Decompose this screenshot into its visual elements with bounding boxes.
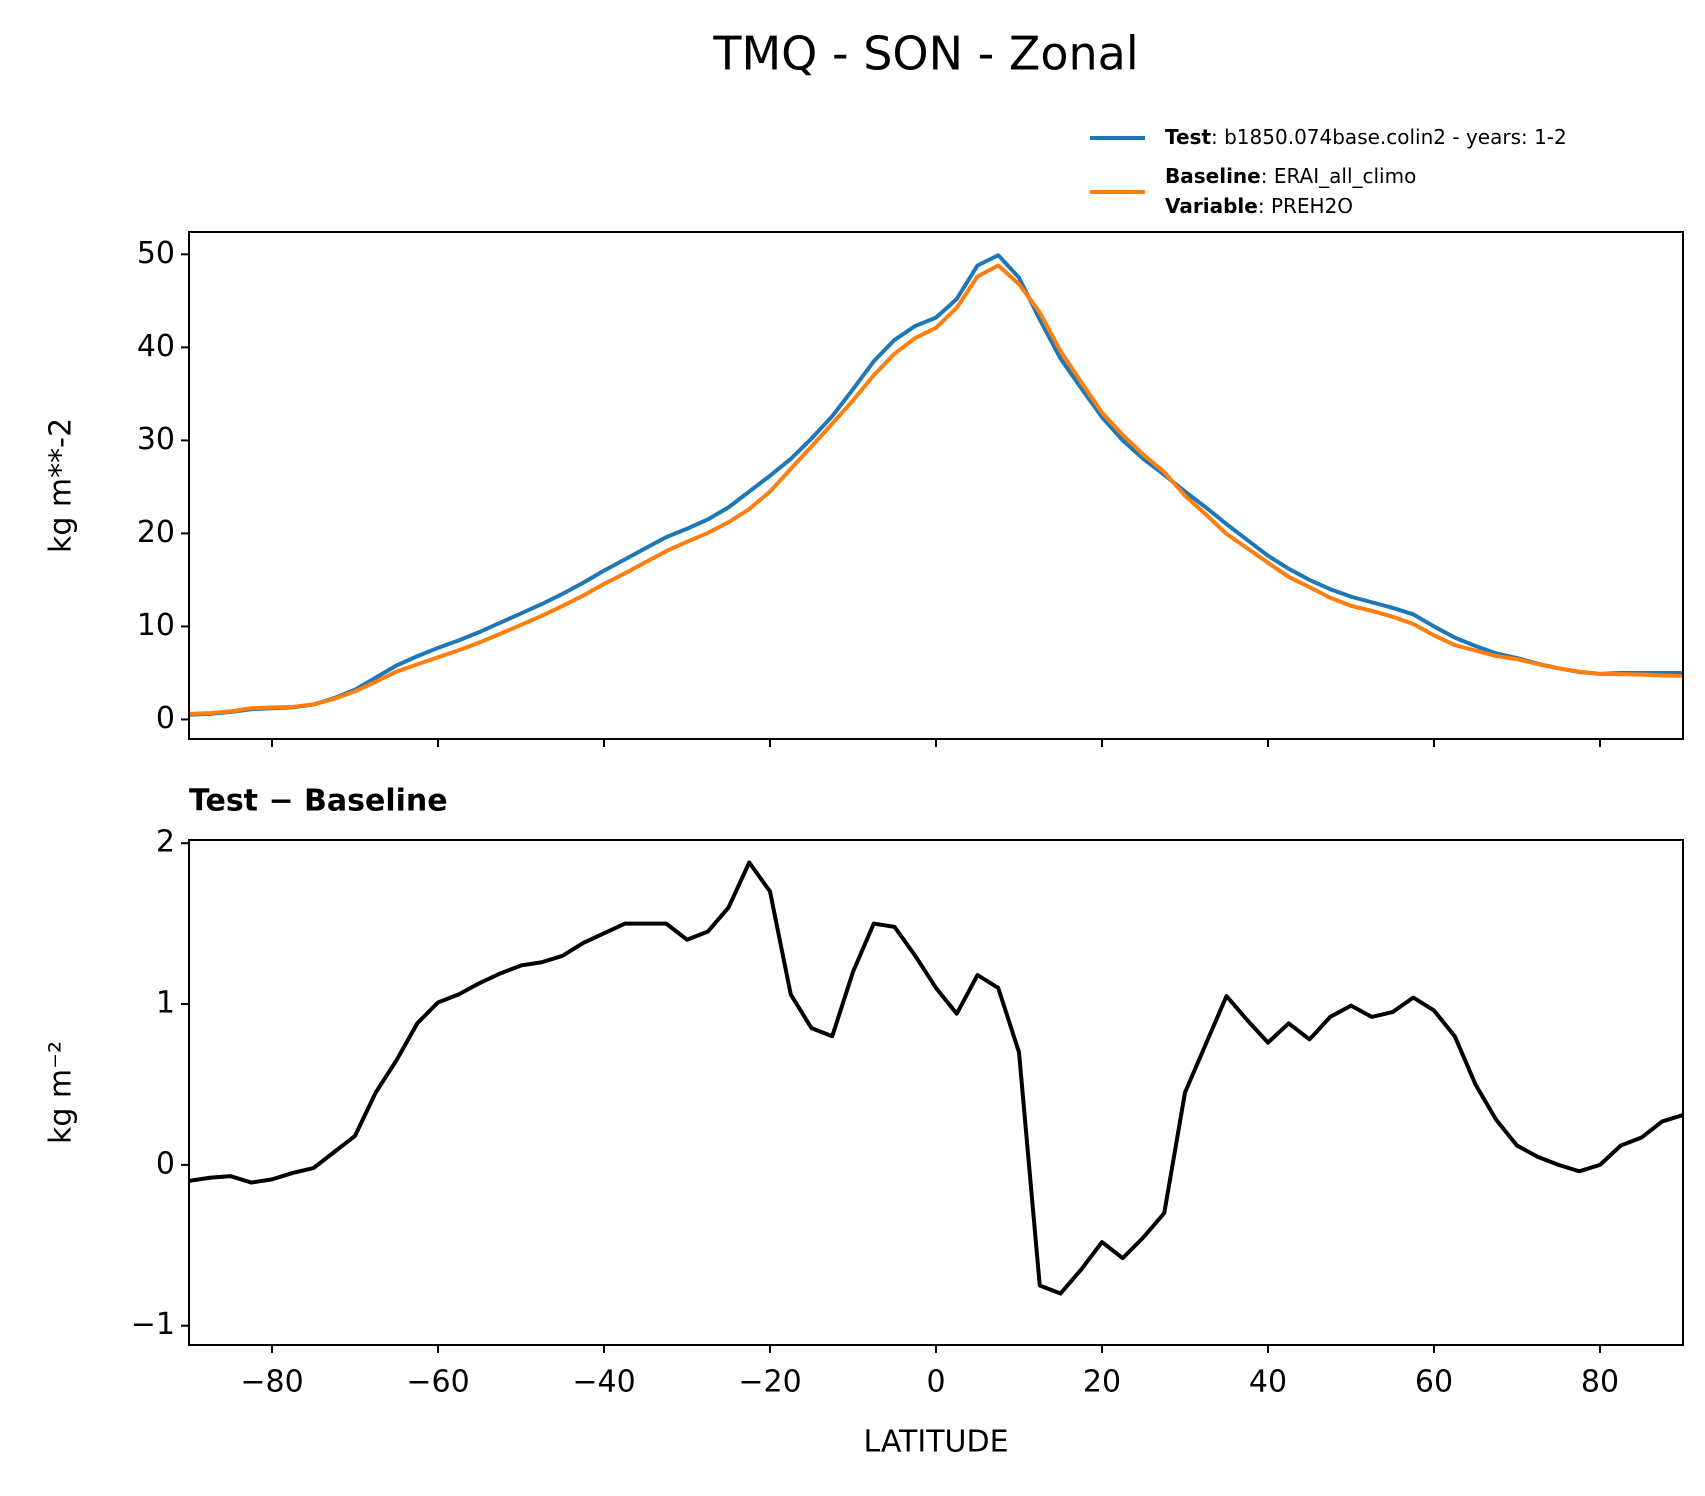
y-tick-label: 0 [156,701,175,736]
y-tick-label: 20 [137,515,175,550]
x-tick-label: 40 [1249,1365,1287,1400]
y-axis-label: kg m**-2 [44,418,79,553]
x-tick-label: −80 [240,1365,303,1400]
x-tick-label: −40 [572,1365,635,1400]
axes-frame [188,839,1684,1346]
legend-entry: Baseline: ERAI_all_climo [1165,164,1416,188]
data-line [189,860,1683,1296]
legend-details: : b1850.074base.colin2 - years: 1-2 [1211,125,1567,149]
y-tick-label: 50 [137,236,175,271]
plot-area [189,860,1683,1296]
legend-details: : ERAI_all_climo [1261,164,1417,188]
x-tick-label: 20 [1083,1365,1121,1400]
x-tick-label: 0 [926,1365,945,1400]
legend-name: Test [1165,125,1211,149]
axes-frame [188,231,1684,740]
y-tick-label: 30 [137,422,175,457]
x-tick-label: −20 [738,1365,801,1400]
y-tick-label: 2 [156,825,175,860]
y-tick-label: 10 [137,608,175,643]
x-tick-label: −60 [406,1365,469,1400]
legend-entry: Test: b1850.074base.colin2 - years: 1-2 [1165,125,1567,149]
y-tick-label: 40 [137,329,175,364]
legend-name: Baseline [1165,164,1261,188]
figure-title: TMQ - SON - Zonal [712,27,1138,81]
plot-area [189,253,1683,717]
legend-entry: Variable: PREH2O [1165,194,1353,218]
legend-variable-name: Variable [1165,194,1258,218]
y-tick-label: −1 [131,1307,175,1342]
subplot-title: Test − Baseline [189,784,448,819]
x-axis-label: LATITUDE [863,1425,1008,1460]
x-tick-label: 80 [1581,1365,1619,1400]
data-line [189,253,1683,717]
y-tick-label: 1 [156,986,175,1021]
legend-variable: : PREH2O [1258,194,1353,218]
y-axis-label: kg m⁻² [44,1041,79,1144]
x-tick-label: 60 [1415,1365,1453,1400]
data-line [189,263,1683,716]
y-tick-label: 0 [156,1146,175,1181]
